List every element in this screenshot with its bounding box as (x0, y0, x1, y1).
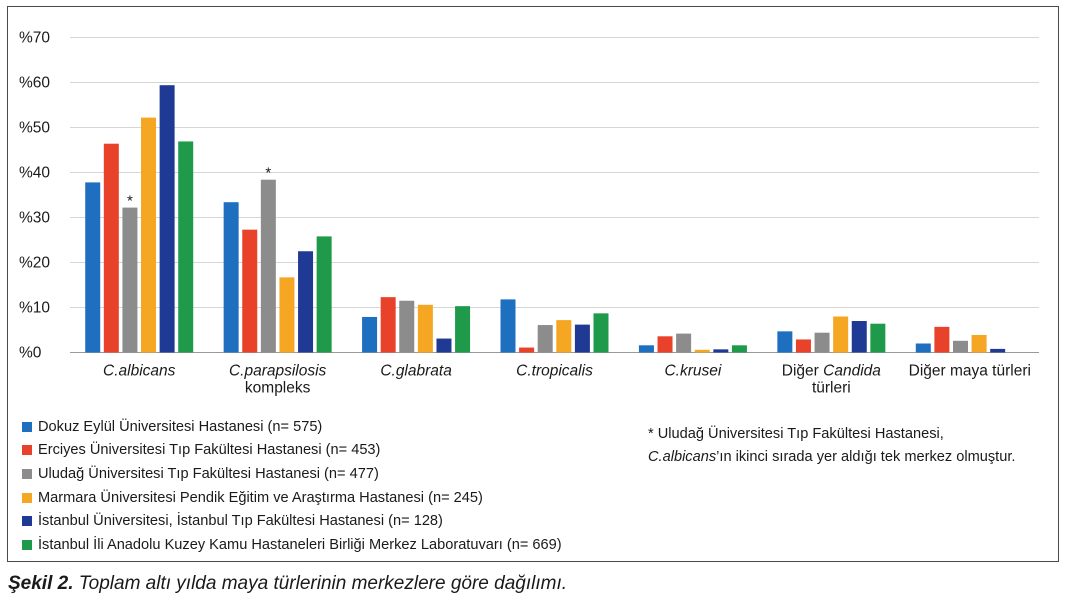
footnote: * Uludağ Üniversitesi Tıp Fakültesi Hast… (648, 423, 1015, 469)
x-tick-label: C.krusei (664, 363, 721, 380)
bar (990, 348, 1006, 353)
legend-item: Erciyes Üniversitesi Tıp Fakültesi Hasta… (22, 439, 562, 463)
bar (103, 143, 119, 353)
bar (657, 336, 673, 353)
bar (971, 334, 987, 353)
bar-chart: %0 %10 %20 %30 %40 %50 %60 %70 C.albicans C.parap… (19, 30, 1039, 397)
bar-annotation: * (265, 165, 271, 182)
bar (298, 251, 314, 353)
legend-label: Dokuz Eylül Üniversitesi Hastanesi (n= 5… (38, 418, 323, 435)
bar (713, 349, 729, 353)
bar (159, 85, 175, 353)
legend-swatch (22, 516, 32, 527)
legend-swatch (22, 445, 32, 456)
y-tick-label: %70 (19, 30, 50, 47)
legend-label: Marmara Üniversitesi Pendik Eğitim ve Ar… (38, 489, 483, 506)
x-tick-label: C.tropicalis (516, 363, 593, 380)
bar (814, 332, 830, 353)
bar (362, 316, 378, 353)
legend-item: Marmara Üniversitesi Pendik Eğitim ve Ar… (22, 486, 562, 510)
y-tick-label: %60 (19, 75, 50, 92)
bar (380, 297, 396, 353)
x-tick-label: C.albicans (103, 363, 176, 380)
figure-frame: %0 %10 %20 %30 %40 %50 %60 %70 C.albicans C.parap… (7, 6, 1059, 562)
bar (952, 340, 968, 353)
legend-item: Uludağ Üniversitesi Tıp Fakültesi Hastan… (22, 462, 562, 486)
chart-legend: Dokuz Eylül Üniversitesi Hastanesi (n= 5… (22, 415, 562, 557)
y-tick-label: %50 (19, 120, 50, 137)
caption-text: Toplam altı yılda maya türlerinin merkez… (73, 573, 568, 594)
caption-label: Şekil 2. (8, 573, 74, 594)
bar (417, 304, 433, 353)
y-tick-label: %10 (19, 300, 50, 317)
bar (85, 182, 101, 353)
bar (851, 321, 867, 353)
legend-swatch (22, 539, 32, 550)
legend-swatch (22, 421, 32, 432)
bar (638, 345, 654, 353)
bar (537, 325, 553, 353)
x-tick-label: Diğer Candida (782, 363, 881, 380)
y-tick-label: %20 (19, 255, 50, 272)
x-tick-label-line2: türleri (812, 380, 851, 397)
bar (519, 347, 535, 353)
legend-item: İstanbul Üniversitesi, İstanbul Tıp Fakü… (22, 509, 562, 533)
bar (122, 207, 138, 353)
bar (223, 202, 239, 353)
bar (279, 277, 295, 353)
bar (694, 349, 710, 353)
bar (399, 300, 415, 353)
bar (500, 299, 516, 353)
legend-label: Erciyes Üniversitesi Tıp Fakültesi Hasta… (38, 442, 381, 459)
legend-swatch (22, 492, 32, 503)
y-tick-label: %0 (19, 345, 42, 362)
bar (436, 338, 452, 353)
footnote-rest: ’ın ikinci sırada yer aldığı tek merkez … (716, 449, 1016, 465)
x-tick-label: Diğer maya türleri (909, 363, 1031, 380)
legend-label: İstanbul Üniversitesi, İstanbul Tıp Fakü… (38, 513, 443, 530)
legend-swatch (22, 468, 32, 479)
x-tick-label-line2: kompleks (245, 380, 311, 397)
bar (915, 343, 931, 353)
bar (574, 324, 590, 353)
figure-caption: Şekil 2. Toplam altı yılda maya türlerin… (8, 573, 567, 595)
x-tick-label: C.parapsilosis (229, 363, 327, 380)
footnote-line1: * Uludağ Üniversitesi Tıp Fakültesi Hast… (648, 426, 944, 442)
bar (593, 313, 609, 353)
bar (455, 306, 471, 353)
bar-annotation: * (127, 193, 133, 210)
y-tick-label: %40 (19, 165, 50, 182)
bar (141, 117, 157, 353)
legend-label: İstanbul İli Anadolu Kuzey Kamu Hastanel… (38, 536, 562, 553)
legend-item: İstanbul İli Anadolu Kuzey Kamu Hastanel… (22, 533, 562, 557)
legend-label: Uludağ Üniversitesi Tıp Fakültesi Hastan… (38, 465, 379, 482)
bar (731, 345, 747, 353)
x-tick-label: C.glabrata (380, 363, 452, 380)
bar (556, 320, 572, 353)
bar (833, 316, 849, 353)
bar (870, 323, 886, 353)
bar (676, 333, 692, 353)
legend-item: Dokuz Eylül Üniversitesi Hastanesi (n= 5… (22, 415, 562, 439)
bar (178, 141, 194, 353)
footnote-line2: C.albicans’ın ikinci sırada yer aldığı t… (648, 446, 1015, 469)
y-tick-label: %30 (19, 210, 50, 227)
bar (242, 229, 258, 353)
bar (795, 339, 811, 353)
bar (316, 236, 332, 353)
bar (260, 179, 276, 353)
bar (777, 331, 793, 353)
bar (934, 326, 950, 353)
footnote-species: C.albicans (648, 449, 717, 465)
